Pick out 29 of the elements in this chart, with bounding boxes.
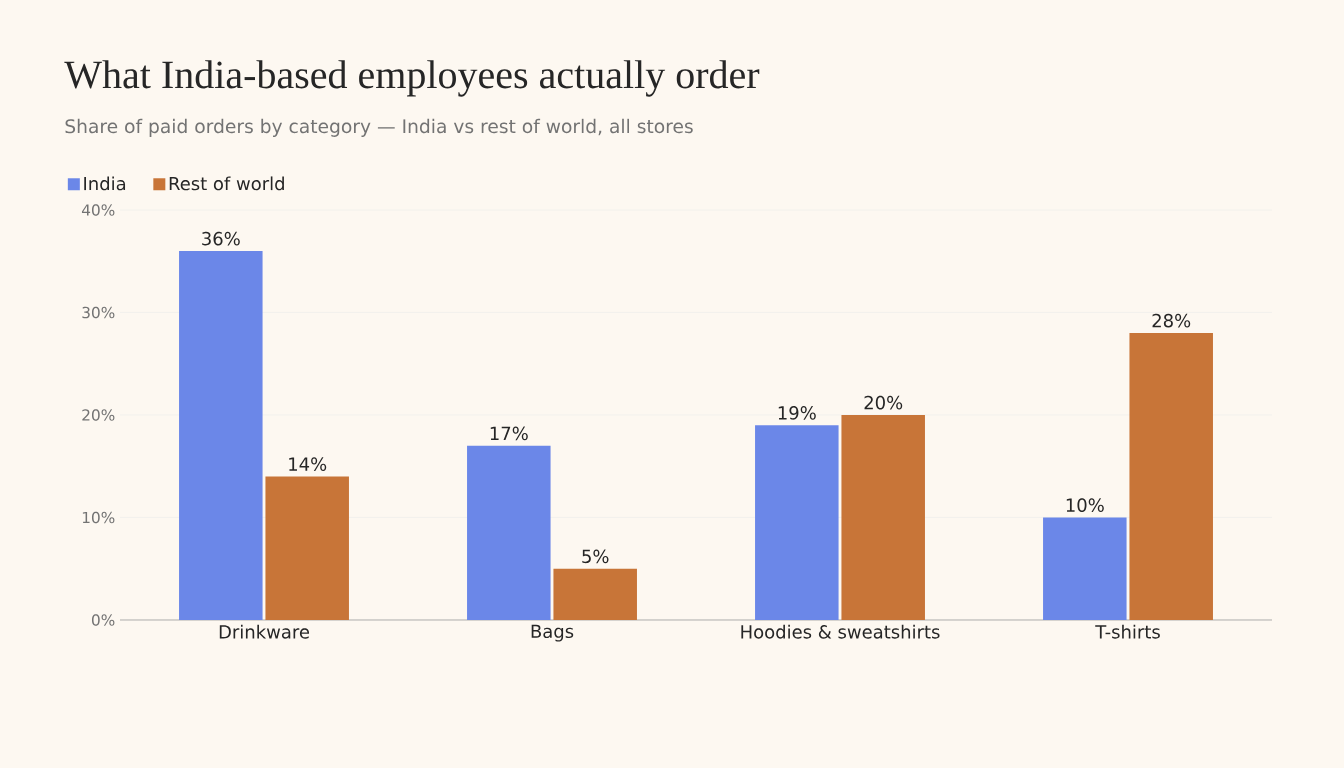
y-tick-label: 10% [82, 511, 115, 524]
bar [755, 425, 839, 620]
x-tick-label: Bags [531, 624, 574, 642]
x-tick-label: Drinkware [219, 624, 310, 639]
data-label: 10% [1066, 498, 1104, 512]
y-tick-label: 20% [82, 409, 115, 421]
x-tick-label: T-shirts [1095, 624, 1160, 639]
bar [553, 568, 637, 620]
data-label: 17% [490, 426, 528, 441]
data-label: 36% [202, 231, 240, 246]
data-label: 19% [778, 406, 816, 420]
data-label: 5% [582, 549, 609, 564]
legend-label: India [84, 176, 126, 191]
bar [467, 445, 551, 620]
bar [265, 476, 349, 620]
bar [841, 415, 925, 620]
data-label: 28% [1152, 313, 1191, 328]
data-label: 14% [289, 457, 327, 471]
y-tick-label: 0% [91, 614, 115, 626]
bar [1043, 517, 1127, 620]
bar [179, 251, 263, 620]
y-tick-label: 30% [82, 306, 115, 319]
chart-title: What India-based employees actually order [64, 60, 760, 97]
bar [1129, 333, 1213, 620]
y-tick-label: 40% [81, 204, 115, 216]
legend-label: Rest of world [169, 176, 284, 191]
data-label: 20% [864, 395, 903, 410]
x-tick-label: Hoodies & sweatshirts [741, 624, 940, 639]
chart-subtitle: Share of paid orders by category — India vs rest of world, all stores [65, 118, 693, 137]
